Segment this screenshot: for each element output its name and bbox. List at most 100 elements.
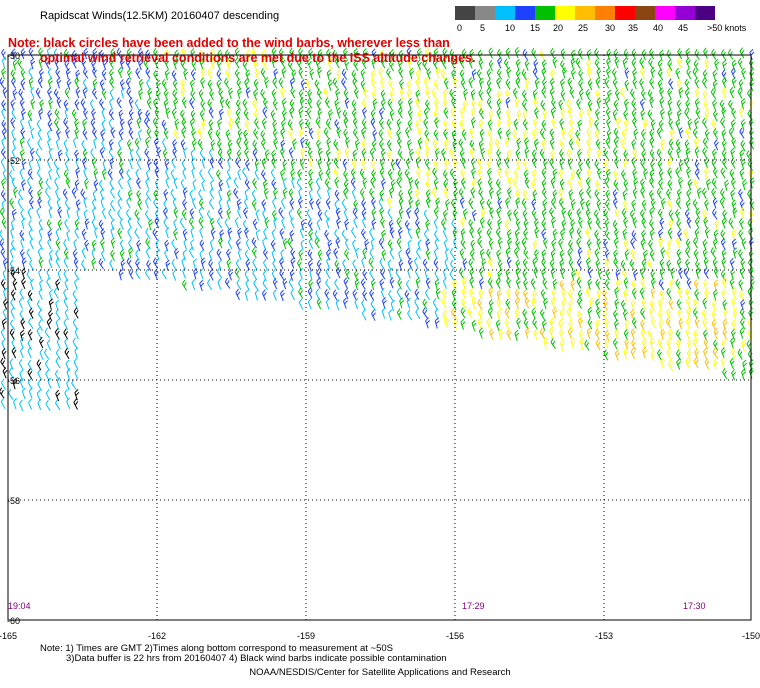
wind-barb-flag — [282, 122, 286, 127]
wind-barb-flag — [560, 161, 565, 166]
wind-barb-flag — [272, 77, 276, 82]
wind-barb — [243, 138, 249, 150]
wind-barb-flag — [256, 71, 260, 76]
wind-barb-flag — [521, 89, 526, 95]
wind-barb — [585, 177, 591, 189]
wind-barb-flag — [572, 71, 576, 75]
wind-barb-shaft — [128, 131, 134, 140]
wind-barb-flag — [525, 150, 530, 154]
wind-barb-shaft — [226, 62, 231, 71]
wind-barb-flag — [83, 90, 88, 94]
wind-barb-flag — [354, 87, 358, 92]
wind-barb — [1, 199, 6, 212]
wind-barb-flag — [534, 138, 539, 143]
wind-barb-flag — [332, 49, 336, 55]
wind-barb-flag — [407, 139, 412, 143]
wind-barb-flag — [101, 132, 106, 137]
wind-barb-flag — [109, 178, 113, 184]
wind-barb-flag — [227, 148, 231, 153]
wind-barb — [120, 87, 125, 99]
wind-barb-flag — [460, 59, 465, 65]
wind-barb-flag — [406, 79, 411, 84]
wind-barb — [372, 98, 378, 110]
wind-barb — [378, 67, 384, 79]
wind-barb-flag — [450, 91, 455, 96]
wind-barb-flag — [594, 189, 598, 194]
wind-barb-flag — [514, 46, 519, 51]
wind-barb-flag — [379, 118, 383, 123]
wind-barb-flag — [443, 60, 447, 65]
wind-barb-flag — [271, 149, 275, 154]
wind-barb-flag — [290, 168, 295, 173]
wind-barb-flag — [409, 179, 414, 184]
wind-barb-flag — [414, 188, 419, 193]
wind-barb-flag — [228, 118, 233, 123]
wind-barb — [136, 177, 141, 189]
wind-barb-flag — [639, 78, 643, 83]
wind-barb-flag — [688, 181, 693, 186]
wind-barb-flag — [308, 169, 312, 174]
wind-barb-shaft — [218, 111, 223, 120]
wind-barb-flag — [416, 48, 421, 53]
wind-barb-shaft — [711, 52, 717, 60]
wind-barb — [234, 69, 240, 81]
wind-barb — [594, 48, 600, 60]
wind-barb-flag — [225, 49, 229, 54]
wind-barb — [208, 107, 214, 119]
wind-barb-flag — [460, 151, 465, 157]
wind-barb-shaft — [200, 80, 205, 89]
wind-barb — [210, 58, 216, 70]
wind-barb — [477, 178, 483, 190]
wind-barb — [550, 47, 556, 60]
wind-barb-flag — [657, 59, 662, 64]
wind-barb — [558, 168, 564, 181]
wind-barb-flag — [2, 56, 7, 61]
wind-barb-shaft — [290, 90, 296, 99]
wind-barb — [522, 109, 528, 121]
wind-barb — [576, 168, 582, 180]
wind-barb-shaft — [471, 72, 475, 81]
wind-barb-flag — [101, 82, 105, 87]
wind-barb-flag — [543, 158, 547, 163]
wind-barb — [38, 178, 44, 190]
wind-barb — [64, 87, 70, 99]
wind-barb-shaft — [26, 180, 32, 189]
wind-barb — [409, 148, 414, 160]
wind-barb — [579, 108, 585, 121]
wind-barb-flag — [1, 199, 6, 204]
wind-barb — [29, 147, 35, 160]
wind-barb-flag — [624, 79, 629, 84]
wind-barb-flag — [561, 110, 566, 115]
wind-barb-flag — [218, 72, 222, 77]
wind-barb — [431, 88, 437, 100]
wind-barb-flag — [498, 121, 503, 126]
wind-barb-flag — [668, 138, 673, 144]
wind-barb-flag — [521, 99, 525, 105]
wind-barb-flag — [551, 117, 555, 123]
wind-barb-shaft — [82, 82, 88, 90]
wind-barb-shaft — [397, 140, 402, 149]
wind-barb-flag — [305, 119, 309, 124]
wind-barb-flag — [218, 187, 223, 192]
wind-barb-flag — [282, 108, 286, 113]
wind-barb — [406, 89, 412, 101]
wind-barb-flag — [139, 81, 144, 86]
wind-barb-flag — [685, 48, 690, 52]
wind-barb-flag — [388, 78, 392, 83]
wind-barb-flag — [120, 61, 125, 65]
wind-barb-flag — [424, 79, 429, 84]
wind-barb — [596, 148, 602, 160]
wind-barb-flag — [713, 128, 717, 133]
wind-barb-flag — [219, 111, 224, 116]
wind-barb-flag — [449, 168, 454, 173]
wind-barb-shaft — [560, 64, 566, 72]
wind-barb-flag — [58, 152, 63, 157]
wind-barb-flag — [667, 70, 672, 75]
wind-barb-flag — [251, 47, 255, 52]
wind-barb-flag — [578, 159, 582, 164]
wind-barb — [586, 107, 592, 119]
wind-barb-shaft — [81, 61, 86, 70]
wind-barb — [522, 189, 529, 201]
wind-barb-flag — [686, 102, 691, 107]
wind-barb-flag — [471, 107, 476, 112]
